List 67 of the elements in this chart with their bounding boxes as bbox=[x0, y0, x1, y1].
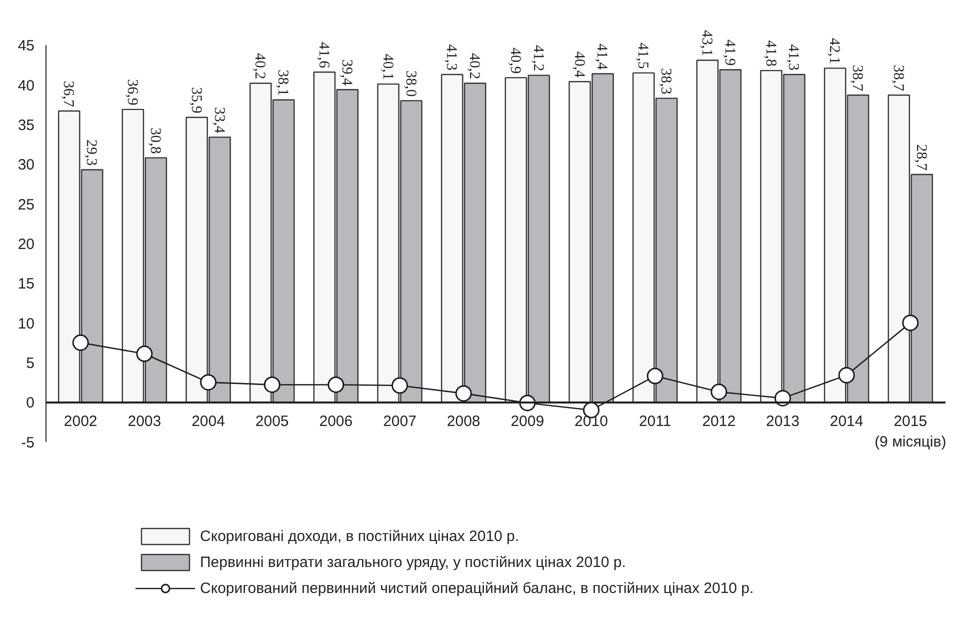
data-label: 28,7 bbox=[912, 144, 929, 171]
data-label: 41,8 bbox=[762, 40, 778, 67]
x-tick-label: 2012 bbox=[702, 413, 736, 430]
point bbox=[72, 334, 89, 351]
data-label: 40,4 bbox=[570, 51, 587, 78]
point bbox=[455, 385, 472, 402]
y-tick-label: 40 bbox=[18, 77, 35, 94]
x-tick-label: 2010 bbox=[574, 413, 608, 430]
data-label: 36,7 bbox=[60, 80, 76, 108]
data-label: 30,8 bbox=[146, 128, 163, 154]
point bbox=[264, 376, 280, 393]
y-tick-label: 10 bbox=[18, 315, 35, 332]
y-tick-label: 45 bbox=[18, 38, 35, 55]
data-label: 41,3 bbox=[443, 44, 460, 71]
y-tick-label: 15 bbox=[18, 276, 35, 293]
data-label: 40,2 bbox=[466, 52, 482, 80]
y-tick-label: 25 bbox=[18, 196, 35, 214]
point bbox=[838, 366, 855, 384]
data-label: 41,9 bbox=[721, 40, 738, 66]
data-label: 38,1 bbox=[274, 70, 291, 96]
x-tick-label: 2003 bbox=[128, 413, 162, 430]
point bbox=[710, 384, 728, 400]
x-tick-label: 2013 bbox=[766, 413, 800, 430]
data-label: 41,6 bbox=[315, 42, 332, 69]
data-label: 42,1 bbox=[826, 38, 842, 64]
data-label: 40,2 bbox=[252, 52, 268, 80]
data-label: 38,7 bbox=[890, 64, 906, 92]
data-label: 41,5 bbox=[634, 42, 651, 69]
y-tick-label: 35 bbox=[18, 117, 35, 134]
data-label: 39,4 bbox=[338, 59, 354, 86]
x-tick-label: 2002 bbox=[64, 413, 98, 430]
legend-label: Скоригований первинний чистий операційний баланс, в постійних цінах 2010 р. bbox=[200, 580, 754, 596]
data-label: 41,4 bbox=[594, 43, 610, 70]
data-label: 36,9 bbox=[124, 79, 140, 106]
data-label: 40,9 bbox=[506, 47, 523, 74]
x-tick-label: 2006 bbox=[319, 413, 353, 430]
data-label: 38,3 bbox=[658, 68, 674, 94]
point bbox=[902, 314, 919, 332]
x-tick-label: 2008 bbox=[446, 413, 480, 430]
point bbox=[328, 376, 344, 393]
x-tick-label: 2004 bbox=[192, 413, 225, 430]
y-tick-label: 30 bbox=[18, 156, 35, 174]
legend-label: Скориговані доходи, в постійних цінах 2010 р. bbox=[200, 528, 520, 544]
x-tick-label: 2005 bbox=[255, 413, 289, 430]
data-label: 40,1 bbox=[379, 54, 396, 80]
point bbox=[646, 368, 664, 384]
data-label: 41,2 bbox=[530, 45, 546, 72]
data-label: 38,7 bbox=[849, 64, 866, 92]
legend-label: Первинні витрати загального уряду, у постійних цінах 2010 р. bbox=[200, 554, 626, 570]
point bbox=[136, 346, 153, 362]
y-tick-label: 20 bbox=[18, 236, 35, 253]
point bbox=[200, 374, 217, 391]
y-tick-label: 0 bbox=[26, 394, 34, 412]
data-label: 29,3 bbox=[83, 139, 100, 166]
data-label: 43,1 bbox=[698, 30, 714, 56]
data-label: 38,0 bbox=[402, 70, 418, 97]
x-tick-label: 2007 bbox=[383, 413, 416, 430]
point bbox=[392, 377, 408, 394]
data-label: 41,3 bbox=[785, 44, 802, 71]
data-label: 33,4 bbox=[210, 106, 227, 134]
y-tick-label: -5 bbox=[21, 434, 35, 452]
x-tick-label: 2009 bbox=[510, 413, 544, 430]
x-tick-label: 2015 (9 місяців) bbox=[874, 413, 946, 451]
x-tick-label: 2014 bbox=[830, 413, 864, 430]
data-label: 35,9 bbox=[188, 87, 204, 114]
y-tick-label: 5 bbox=[26, 355, 34, 372]
x-tick-label: 2011 bbox=[638, 413, 672, 430]
